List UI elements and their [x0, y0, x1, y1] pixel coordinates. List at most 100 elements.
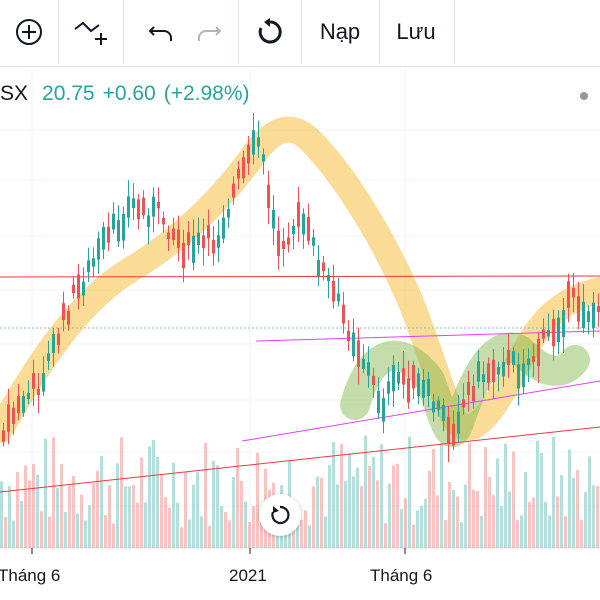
- candle-body: [247, 144, 250, 164]
- candle-body: [292, 225, 295, 235]
- volume-bar: [444, 519, 447, 548]
- volume-bar: [96, 470, 99, 548]
- volume-bar: [208, 525, 211, 548]
- candle-body: [532, 356, 535, 363]
- candle-body: [417, 373, 420, 396]
- candle-body: [322, 262, 325, 272]
- candle-body: [107, 226, 110, 243]
- volume-bar: [332, 441, 335, 548]
- candle-body: [287, 237, 290, 245]
- volume-bar: [348, 453, 351, 548]
- volume-bar: [64, 511, 67, 548]
- candle-body: [92, 258, 95, 267]
- candle-body: [217, 235, 220, 248]
- volume-bar: [40, 511, 43, 548]
- volume-bar: [588, 456, 591, 548]
- volume-bar: [496, 458, 499, 548]
- candle-body: [197, 232, 200, 246]
- candle-body: [102, 226, 105, 250]
- volume-bar: [140, 457, 143, 548]
- volume-bar: [160, 475, 163, 548]
- volume-bar: [432, 449, 435, 548]
- candle-body: [407, 378, 410, 403]
- candle-body: [42, 373, 45, 392]
- volume-bar: [412, 524, 415, 548]
- candle-body: [387, 381, 390, 394]
- compare-symbol-button[interactable]: [59, 0, 123, 64]
- volume-bar: [372, 456, 375, 548]
- volume-bar: [200, 516, 203, 548]
- volume-bar: [224, 511, 227, 548]
- volume-bar: [532, 497, 535, 548]
- volume-bar: [84, 520, 87, 548]
- add-indicator-button[interactable]: [0, 0, 58, 64]
- volume-bar: [16, 472, 19, 548]
- candle-body: [512, 351, 515, 365]
- candle-body: [172, 228, 175, 241]
- candle-body: [317, 259, 320, 278]
- candle-body: [182, 242, 185, 269]
- volume-bar: [324, 516, 327, 548]
- market-status-dot: [580, 92, 588, 100]
- volume-bar: [500, 506, 503, 548]
- redo-button[interactable]: [184, 0, 234, 64]
- candle-body: [12, 407, 15, 424]
- candle-body: [507, 349, 510, 366]
- volume-bar: [520, 515, 523, 548]
- candle-body: [282, 240, 285, 249]
- candle-body: [377, 390, 380, 414]
- candle-body: [207, 225, 210, 239]
- volume-bar: [108, 485, 111, 548]
- candle-body: [152, 196, 155, 217]
- volume-bar: [572, 477, 575, 548]
- volume-bar: [68, 485, 71, 548]
- volume-bar: [584, 492, 587, 548]
- volume-bar: [176, 502, 179, 548]
- volume-bar: [592, 485, 595, 548]
- volume-bar: [164, 497, 167, 548]
- reset-chart-button[interactable]: [259, 494, 301, 536]
- volume-bar: [336, 484, 339, 548]
- volume-bar: [72, 476, 75, 548]
- candle-body: [117, 220, 120, 242]
- candle-body: [582, 301, 585, 328]
- candle-body: [77, 274, 80, 299]
- reload-button[interactable]: [239, 0, 301, 64]
- candle-body: [517, 364, 520, 389]
- candle-body: [222, 217, 225, 239]
- volume-bar: [540, 452, 543, 548]
- save-layout-button[interactable]: Lưu: [396, 19, 436, 44]
- volume-bar: [88, 505, 91, 548]
- volume-bar: [428, 471, 431, 548]
- candle-body: [527, 358, 530, 365]
- volume-bar: [76, 513, 79, 548]
- candle-body: [112, 213, 115, 230]
- candle-body: [392, 365, 395, 392]
- volume-bar: [404, 498, 407, 548]
- highlight-yellow-stroke: [0, 116, 600, 443]
- volume-bar: [556, 496, 559, 548]
- volume-bar: [12, 520, 15, 548]
- undo-button[interactable]: [136, 0, 186, 64]
- candle-body: [342, 304, 345, 324]
- candle-body: [257, 137, 260, 147]
- volume-bar: [156, 456, 159, 548]
- candle-body: [352, 332, 355, 357]
- candle-body: [227, 209, 230, 218]
- volume-bar: [256, 452, 259, 548]
- candle-body: [337, 293, 340, 302]
- candle-body: [572, 287, 575, 298]
- volume-bar: [212, 460, 215, 548]
- load-layout-button[interactable]: Nạp: [319, 19, 361, 44]
- volume-bar: [0, 481, 3, 548]
- candle-body: [592, 302, 595, 329]
- volume-bar: [392, 465, 395, 548]
- volume-bar: [300, 520, 303, 548]
- volume-bar: [544, 501, 547, 548]
- volume-bar: [188, 519, 191, 548]
- candle-body: [17, 395, 20, 414]
- volume-bar: [564, 516, 567, 548]
- candle-body: [327, 274, 330, 281]
- volume-bar: [436, 495, 439, 548]
- price-chart[interactable]: [0, 66, 600, 600]
